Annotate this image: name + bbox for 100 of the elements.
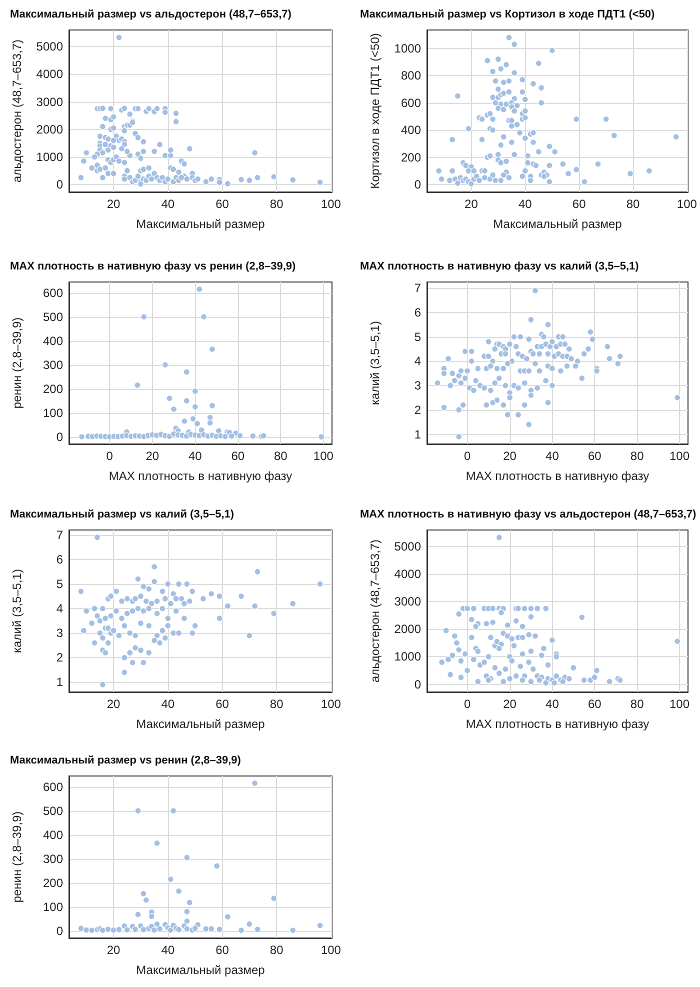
x-tick-label: 60 bbox=[588, 697, 602, 711]
point bbox=[132, 926, 139, 933]
y-tick-label: 5000 bbox=[36, 40, 64, 54]
x-tick-label: 100 bbox=[320, 943, 342, 957]
point bbox=[104, 926, 112, 933]
point bbox=[252, 780, 258, 786]
y-tick-label: 1000 bbox=[394, 41, 422, 56]
point bbox=[316, 922, 324, 929]
y-tick-label: 4 bbox=[56, 602, 64, 616]
x-tick-label: 80 bbox=[274, 449, 288, 463]
y-tick-label: 100 bbox=[42, 406, 64, 420]
x-tick-label: 60 bbox=[572, 197, 586, 211]
y-tick-label: 0 bbox=[414, 178, 422, 192]
point bbox=[88, 927, 96, 934]
x-tick-label: 100 bbox=[676, 197, 698, 211]
x-tick-label: 20 bbox=[503, 697, 517, 711]
y-tick-label: 2000 bbox=[394, 622, 422, 636]
y-axis-title: калий (3,5–5,1) bbox=[368, 321, 382, 405]
y-tick-label: 1000 bbox=[36, 150, 64, 164]
x-tick-label: 60 bbox=[216, 197, 230, 211]
x-tick-label: 40 bbox=[161, 943, 175, 957]
x-tick-label: 40 bbox=[546, 697, 560, 711]
y-tick-label: 600 bbox=[42, 286, 64, 300]
point bbox=[238, 927, 245, 934]
x-tick-label: 20 bbox=[106, 197, 121, 211]
point bbox=[170, 808, 177, 814]
x-tick-label: 40 bbox=[161, 697, 175, 711]
x-tick-label: 100 bbox=[313, 449, 334, 463]
point bbox=[175, 888, 182, 894]
x-tick-label: 20 bbox=[503, 449, 517, 463]
x-tick-label: 0 bbox=[464, 697, 471, 711]
point bbox=[184, 926, 190, 932]
y-tick-label: 2000 bbox=[36, 122, 64, 136]
point bbox=[116, 926, 122, 933]
point bbox=[140, 926, 147, 933]
y-tick-label: 3000 bbox=[36, 94, 64, 109]
y-tick-label: 200 bbox=[42, 382, 64, 396]
x-tick-label: 60 bbox=[231, 449, 245, 463]
y-axis-title: ренин (2,8–39,9) bbox=[10, 811, 24, 903]
point bbox=[142, 896, 150, 904]
point bbox=[214, 862, 220, 870]
y-tick-label: 4 bbox=[414, 354, 422, 368]
y-axis-title: Кортизол в ходе ПДТ1 (<50) bbox=[368, 33, 382, 189]
y-tick-label: 0 bbox=[56, 178, 64, 192]
y-tick-label: 6 bbox=[414, 305, 422, 320]
x-tick-label: 80 bbox=[630, 697, 644, 711]
x-tick-label: 40 bbox=[161, 197, 175, 211]
point bbox=[270, 895, 278, 902]
y-tick-label: 500 bbox=[42, 804, 64, 818]
x-tick-label: 0 bbox=[464, 449, 471, 463]
x-tick-label: 100 bbox=[669, 697, 690, 711]
y-tick-label: 3 bbox=[414, 378, 422, 393]
point bbox=[154, 840, 160, 846]
x-axis-title: Максимальный размер bbox=[136, 717, 266, 731]
point bbox=[202, 926, 210, 932]
point bbox=[167, 876, 174, 882]
y-tick-label: 400 bbox=[400, 123, 422, 138]
y-tick-label: 400 bbox=[42, 828, 64, 842]
point bbox=[208, 926, 215, 932]
x-tick-label: 60 bbox=[216, 697, 230, 711]
point bbox=[99, 927, 106, 934]
x-tick-label: 100 bbox=[320, 697, 342, 711]
x-tick-label: 60 bbox=[216, 943, 230, 957]
y-tick-label: 7 bbox=[56, 528, 64, 542]
x-tick-label: 40 bbox=[546, 449, 560, 463]
point bbox=[175, 926, 182, 933]
point bbox=[186, 899, 193, 906]
y-tick-label: 1000 bbox=[394, 650, 422, 664]
x-axis-title: MAX плотность в нативную фазу bbox=[466, 469, 650, 483]
x-tick-label: 80 bbox=[630, 449, 644, 463]
point bbox=[78, 925, 84, 932]
y-tick-label: 200 bbox=[42, 876, 64, 890]
y-tick-label: 300 bbox=[42, 358, 64, 372]
y-tick-label: 500 bbox=[42, 310, 64, 324]
chart-title: Максимальный размер vs ренин (2,8–39,9) bbox=[10, 754, 242, 766]
point bbox=[184, 854, 190, 861]
y-tick-label: 4000 bbox=[36, 67, 64, 82]
point bbox=[110, 926, 117, 934]
x-tick-label: 40 bbox=[518, 197, 532, 211]
point bbox=[124, 926, 130, 934]
y-tick-label: 4000 bbox=[394, 567, 422, 582]
point bbox=[224, 914, 231, 920]
x-axis-title: MAX плотность в нативную фазу bbox=[466, 717, 650, 731]
x-tick-label: 20 bbox=[464, 197, 478, 211]
point bbox=[140, 890, 147, 897]
y-tick-label: 1 bbox=[56, 675, 64, 690]
x-axis-title: Максимальный размер bbox=[136, 963, 266, 977]
x-axis-title: MAX плотность в нативную фазу bbox=[108, 469, 292, 483]
y-tick-label: 0 bbox=[414, 677, 422, 692]
point bbox=[83, 926, 90, 934]
y-tick-label: 3000 bbox=[394, 594, 422, 609]
x-tick-label: 100 bbox=[320, 197, 342, 211]
x-tick-label: 40 bbox=[188, 449, 202, 463]
x-tick-label: 60 bbox=[588, 449, 602, 463]
x-tick-label: 0 bbox=[106, 449, 114, 463]
point bbox=[134, 808, 142, 814]
point bbox=[134, 911, 142, 918]
y-axis-title: калий (3,5–5,1) bbox=[10, 569, 24, 653]
y-tick-label: 100 bbox=[42, 900, 64, 914]
y-tick-label: 200 bbox=[400, 150, 422, 164]
